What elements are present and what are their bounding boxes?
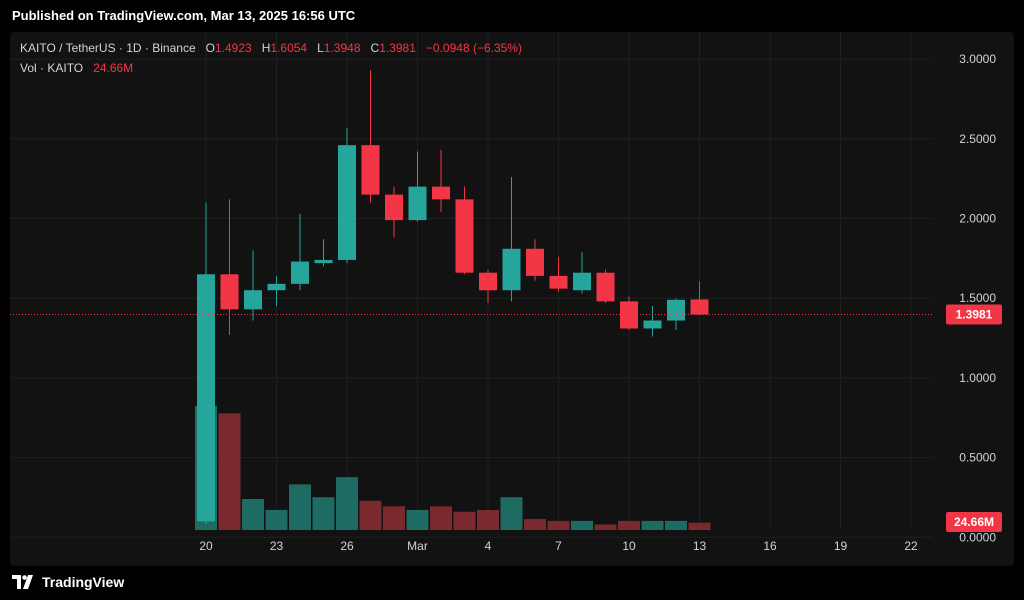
grid-lines bbox=[10, 32, 932, 538]
chart-legend: KAITO / TetherUS · 1D · Binance O1.4923 … bbox=[20, 38, 522, 78]
volume-bar bbox=[312, 497, 335, 530]
volume-bar bbox=[665, 520, 687, 530]
volume-bar bbox=[524, 519, 546, 530]
open-value: 1.4923 bbox=[215, 41, 252, 55]
x-tick-label: 16 bbox=[763, 539, 777, 553]
tradingview-logo-icon bbox=[12, 575, 33, 589]
volume-bar bbox=[383, 506, 405, 530]
footer: TradingView bbox=[0, 566, 1024, 600]
volume-bars bbox=[195, 406, 711, 530]
x-tick-label: 10 bbox=[622, 539, 636, 553]
x-tick-label: 22 bbox=[904, 539, 918, 553]
volume-bar bbox=[688, 522, 711, 530]
candle-body bbox=[690, 299, 709, 315]
close-value: 1.3981 bbox=[379, 41, 416, 55]
volume-bar bbox=[453, 511, 476, 530]
volume-bar bbox=[336, 477, 358, 530]
volume-bar bbox=[406, 509, 429, 530]
high-value: 1.6054 bbox=[270, 41, 308, 55]
price-axis[interactable]: 3.0000 2.5000 2.0000 1.5000 1.0000 0.5000 0.00… bbox=[959, 52, 996, 544]
volume-bar bbox=[618, 520, 640, 530]
y-tick-label: 2.0000 bbox=[959, 212, 996, 226]
change-value: −0.0948 (−6.35%) bbox=[425, 41, 522, 55]
y-tick-label: 1.5000 bbox=[959, 291, 996, 305]
symbol-label[interactable]: KAITO / TetherUS · 1D · Binance bbox=[20, 41, 196, 55]
y-tick-label: 0.5000 bbox=[959, 451, 996, 465]
time-axis[interactable]: 20 23 26 Mar 4 7 10 13 16 19 22 bbox=[199, 539, 918, 553]
candle-body bbox=[667, 299, 685, 321]
y-tick-label: 2.5000 bbox=[959, 132, 996, 146]
y-tick-label: 0.0000 bbox=[959, 530, 996, 544]
volume-bar bbox=[265, 509, 288, 530]
x-tick-label: 13 bbox=[693, 539, 707, 553]
candle-body bbox=[455, 199, 474, 273]
candle-body bbox=[385, 194, 403, 221]
volume-bar bbox=[430, 506, 452, 530]
candle-body bbox=[596, 272, 615, 302]
candle-body bbox=[573, 272, 591, 291]
candle-body bbox=[502, 248, 521, 291]
current-price-label: 1.3981 bbox=[956, 307, 993, 321]
volume-bar bbox=[218, 413, 241, 530]
volume-bar bbox=[641, 520, 664, 530]
x-tick-label: 23 bbox=[270, 539, 284, 553]
candle-body bbox=[643, 320, 662, 329]
x-tick-label: Mar bbox=[407, 539, 428, 553]
volume-bar bbox=[594, 524, 617, 530]
volume-bar bbox=[477, 509, 499, 530]
volume-legend-label[interactable]: Vol · KAITO bbox=[20, 61, 84, 75]
x-tick-label: 26 bbox=[340, 539, 354, 553]
candle-body bbox=[338, 145, 356, 260]
volume-legend-value: 24.66M bbox=[93, 61, 134, 75]
candle-body bbox=[526, 248, 544, 276]
low-value: 1.3948 bbox=[323, 41, 361, 55]
published-header: Published on TradingView.com, Mar 13, 20… bbox=[0, 0, 1024, 32]
chart-canvas[interactable]: 3.0000 2.5000 2.0000 1.5000 1.0000 0.5000 0.00… bbox=[10, 32, 1014, 566]
volume-bar bbox=[359, 500, 382, 530]
y-tick-label: 3.0000 bbox=[959, 52, 996, 66]
ohlc-row: KAITO / TetherUS · 1D · Binance O1.4923 … bbox=[20, 38, 522, 58]
volume-row: Vol · KAITO 24.66M bbox=[20, 58, 522, 78]
high-label: H bbox=[261, 41, 271, 55]
x-tick-label: 7 bbox=[555, 539, 562, 553]
candle-body bbox=[267, 283, 286, 291]
x-tick-label: 19 bbox=[834, 539, 848, 553]
volume-badge: 24.66M bbox=[946, 512, 1002, 532]
candle-body bbox=[408, 186, 427, 221]
candle-body bbox=[314, 259, 333, 264]
candles bbox=[197, 70, 709, 525]
candle-body bbox=[361, 145, 380, 195]
x-tick-label: 20 bbox=[199, 539, 213, 553]
volume-bar bbox=[242, 499, 264, 530]
close-label: C bbox=[370, 41, 380, 55]
candle-body bbox=[197, 274, 215, 522]
volume-bar bbox=[500, 497, 523, 530]
current-price-badge: 1.3981 bbox=[946, 304, 1002, 325]
tradingview-logo[interactable]: TradingView bbox=[12, 574, 124, 590]
volume-label: 24.66M bbox=[954, 515, 994, 529]
candle-body bbox=[432, 186, 450, 200]
volume-bar bbox=[547, 520, 570, 530]
candle-body bbox=[220, 274, 239, 310]
open-label: O bbox=[205, 41, 215, 55]
candle-body bbox=[549, 275, 568, 289]
candle-body bbox=[291, 261, 309, 284]
brand-name: TradingView bbox=[42, 574, 125, 590]
x-tick-label: 4 bbox=[485, 539, 492, 553]
low-label: L bbox=[317, 41, 324, 55]
volume-bar bbox=[571, 520, 593, 530]
chart-panel[interactable]: 3.0000 2.5000 2.0000 1.5000 1.0000 0.5000 0.00… bbox=[10, 32, 1014, 566]
volume-bar bbox=[289, 484, 311, 530]
candle-body bbox=[479, 272, 497, 291]
y-tick-label: 1.0000 bbox=[959, 371, 996, 385]
candle-body bbox=[244, 290, 262, 310]
